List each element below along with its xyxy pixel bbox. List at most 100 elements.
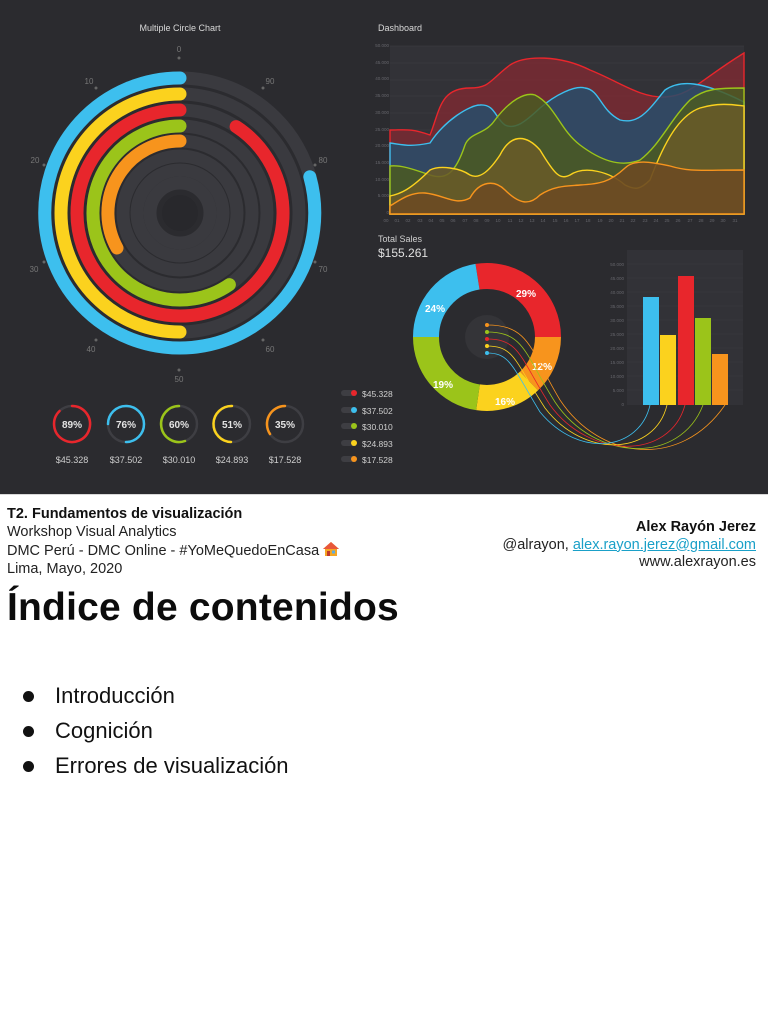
svg-text:04: 04 bbox=[428, 218, 434, 223]
dashboard-title: Dashboard bbox=[378, 23, 422, 33]
svg-text:60%: 60% bbox=[169, 420, 189, 431]
svg-text:50.000: 50.000 bbox=[375, 43, 389, 48]
svg-text:15.000: 15.000 bbox=[375, 160, 389, 165]
gauge-percents: 89% 76% 60% 51% 35% bbox=[62, 420, 295, 431]
toc-item: Introducción bbox=[22, 678, 289, 713]
arc-yellow bbox=[54, 87, 187, 339]
svg-text:0: 0 bbox=[177, 45, 182, 54]
svg-text:30.000: 30.000 bbox=[375, 110, 389, 115]
svg-text:20.000: 20.000 bbox=[375, 143, 389, 148]
svg-text:50.000: 50.000 bbox=[610, 262, 624, 267]
svg-text:25.000: 25.000 bbox=[375, 127, 389, 132]
svg-text:5.000: 5.000 bbox=[613, 388, 625, 393]
svg-text:45.000: 45.000 bbox=[610, 276, 624, 281]
svg-text:24%: 24% bbox=[425, 304, 445, 315]
svg-text:15: 15 bbox=[552, 218, 558, 223]
svg-text:21: 21 bbox=[619, 218, 625, 223]
donut-blue bbox=[412, 263, 481, 338]
svg-text:16: 16 bbox=[563, 218, 569, 223]
svg-text:09: 09 bbox=[484, 218, 490, 223]
svg-text:18: 18 bbox=[585, 218, 591, 223]
svg-text:40: 40 bbox=[87, 345, 96, 354]
svg-text:$45.328: $45.328 bbox=[56, 455, 89, 465]
contact-line: @alrayon, alex.rayon.jerez@gmail.com bbox=[503, 537, 757, 555]
svg-text:10: 10 bbox=[495, 218, 501, 223]
svg-text:60: 60 bbox=[266, 345, 275, 354]
donut-green bbox=[413, 336, 481, 411]
toc-item: Cognición bbox=[22, 713, 289, 748]
infographic-graphics: Multiple Circle Chart 0 10 20 30 40 50 6… bbox=[30, 23, 745, 465]
dashboard-y-ticks: 0 5.000 10.000 15.000 20.000 25.000 30.000 35… bbox=[375, 43, 389, 215]
donut-center-dots bbox=[485, 323, 489, 355]
connector-lines bbox=[486, 324, 726, 450]
organizer-line: DMC Perú - DMC Online - #YoMeQuedoEnCasa bbox=[7, 541, 340, 561]
author-info: Alex Rayón Jerez @alrayon, alex.rayon.je… bbox=[503, 519, 757, 572]
svg-text:10.000: 10.000 bbox=[375, 177, 389, 182]
circle-chart-title: Multiple Circle Chart bbox=[139, 23, 221, 33]
svg-text:76%: 76% bbox=[116, 420, 136, 431]
svg-text:$30.010: $30.010 bbox=[163, 455, 196, 465]
gauge-3 bbox=[159, 404, 199, 444]
table-of-contents: Introducción Cognición Errores de visual… bbox=[22, 678, 289, 783]
svg-text:15.000: 15.000 bbox=[610, 360, 624, 365]
svg-text:$30.010: $30.010 bbox=[362, 422, 393, 432]
svg-text:51%: 51% bbox=[222, 420, 242, 431]
sales-legend bbox=[341, 390, 357, 462]
dashboard-areas bbox=[389, 51, 745, 215]
website: www.alexrayon.es bbox=[639, 554, 756, 570]
svg-text:30.000: 30.000 bbox=[610, 318, 624, 323]
course-title: T2. Fundamentos de visualización bbox=[7, 506, 243, 522]
svg-text:19%: 19% bbox=[433, 380, 453, 391]
svg-text:5.000: 5.000 bbox=[378, 193, 390, 198]
donut-red bbox=[475, 263, 561, 338]
twitter-handle: @alrayon, bbox=[502, 536, 573, 553]
svg-text:25.000: 25.000 bbox=[610, 332, 624, 337]
svg-text:24: 24 bbox=[653, 218, 659, 223]
divider bbox=[0, 494, 768, 495]
svg-text:10.000: 10.000 bbox=[610, 374, 624, 379]
svg-text:$17.528: $17.528 bbox=[269, 455, 302, 465]
svg-text:20: 20 bbox=[31, 156, 40, 165]
sales-legend-values: $45.328 $37.502 $30.010 $24.893 $17.528 bbox=[362, 389, 393, 465]
svg-text:29%: 29% bbox=[516, 289, 536, 300]
svg-text:01: 01 bbox=[394, 218, 400, 223]
gauge-amounts: $45.328 $37.502 $30.010 $24.893 $17.528 bbox=[56, 455, 302, 465]
circle-chart-arcs bbox=[38, 71, 322, 355]
svg-text:22: 22 bbox=[630, 218, 636, 223]
arc-red bbox=[70, 103, 290, 323]
bar-chart-bars bbox=[643, 276, 728, 405]
svg-text:30: 30 bbox=[30, 265, 39, 274]
svg-text:20: 20 bbox=[608, 218, 614, 223]
total-sales-label: Total Sales bbox=[378, 234, 423, 244]
svg-text:28: 28 bbox=[698, 218, 704, 223]
arc-orange bbox=[101, 134, 187, 255]
svg-text:$37.502: $37.502 bbox=[110, 455, 143, 465]
toc-item: Errores de visualización bbox=[22, 748, 289, 783]
total-sales-value: $155.261 bbox=[378, 246, 428, 260]
page-title: Índice de contenidos bbox=[7, 586, 399, 629]
gauge-2 bbox=[106, 404, 146, 444]
donut-chart bbox=[412, 263, 561, 411]
svg-text:29: 29 bbox=[709, 218, 715, 223]
place-date: Lima, Mayo, 2020 bbox=[7, 560, 123, 577]
arc-green bbox=[86, 119, 236, 307]
bullet-icon bbox=[23, 691, 34, 702]
svg-text:13: 13 bbox=[529, 218, 535, 223]
svg-text:27: 27 bbox=[687, 218, 693, 223]
circle-chart-tick-dots bbox=[42, 56, 317, 372]
hero-infographic-image: Multiple Circle Chart 0 10 20 30 40 50 6… bbox=[0, 0, 768, 494]
svg-text:90: 90 bbox=[266, 77, 275, 86]
svg-text:0: 0 bbox=[621, 402, 624, 407]
svg-text:50: 50 bbox=[175, 375, 184, 384]
svg-text:19: 19 bbox=[597, 218, 603, 223]
svg-text:11: 11 bbox=[508, 218, 513, 223]
svg-text:05: 05 bbox=[439, 218, 445, 223]
svg-text:89%: 89% bbox=[62, 420, 82, 431]
svg-text:17: 17 bbox=[574, 218, 580, 223]
email-link[interactable]: alex.rayon.jerez@gmail.com bbox=[572, 536, 756, 553]
house-icon bbox=[322, 541, 340, 557]
svg-text:08: 08 bbox=[473, 218, 479, 223]
author-name: Alex Rayón Jerez bbox=[635, 519, 756, 535]
svg-text:02: 02 bbox=[405, 218, 411, 223]
svg-text:14: 14 bbox=[540, 218, 546, 223]
